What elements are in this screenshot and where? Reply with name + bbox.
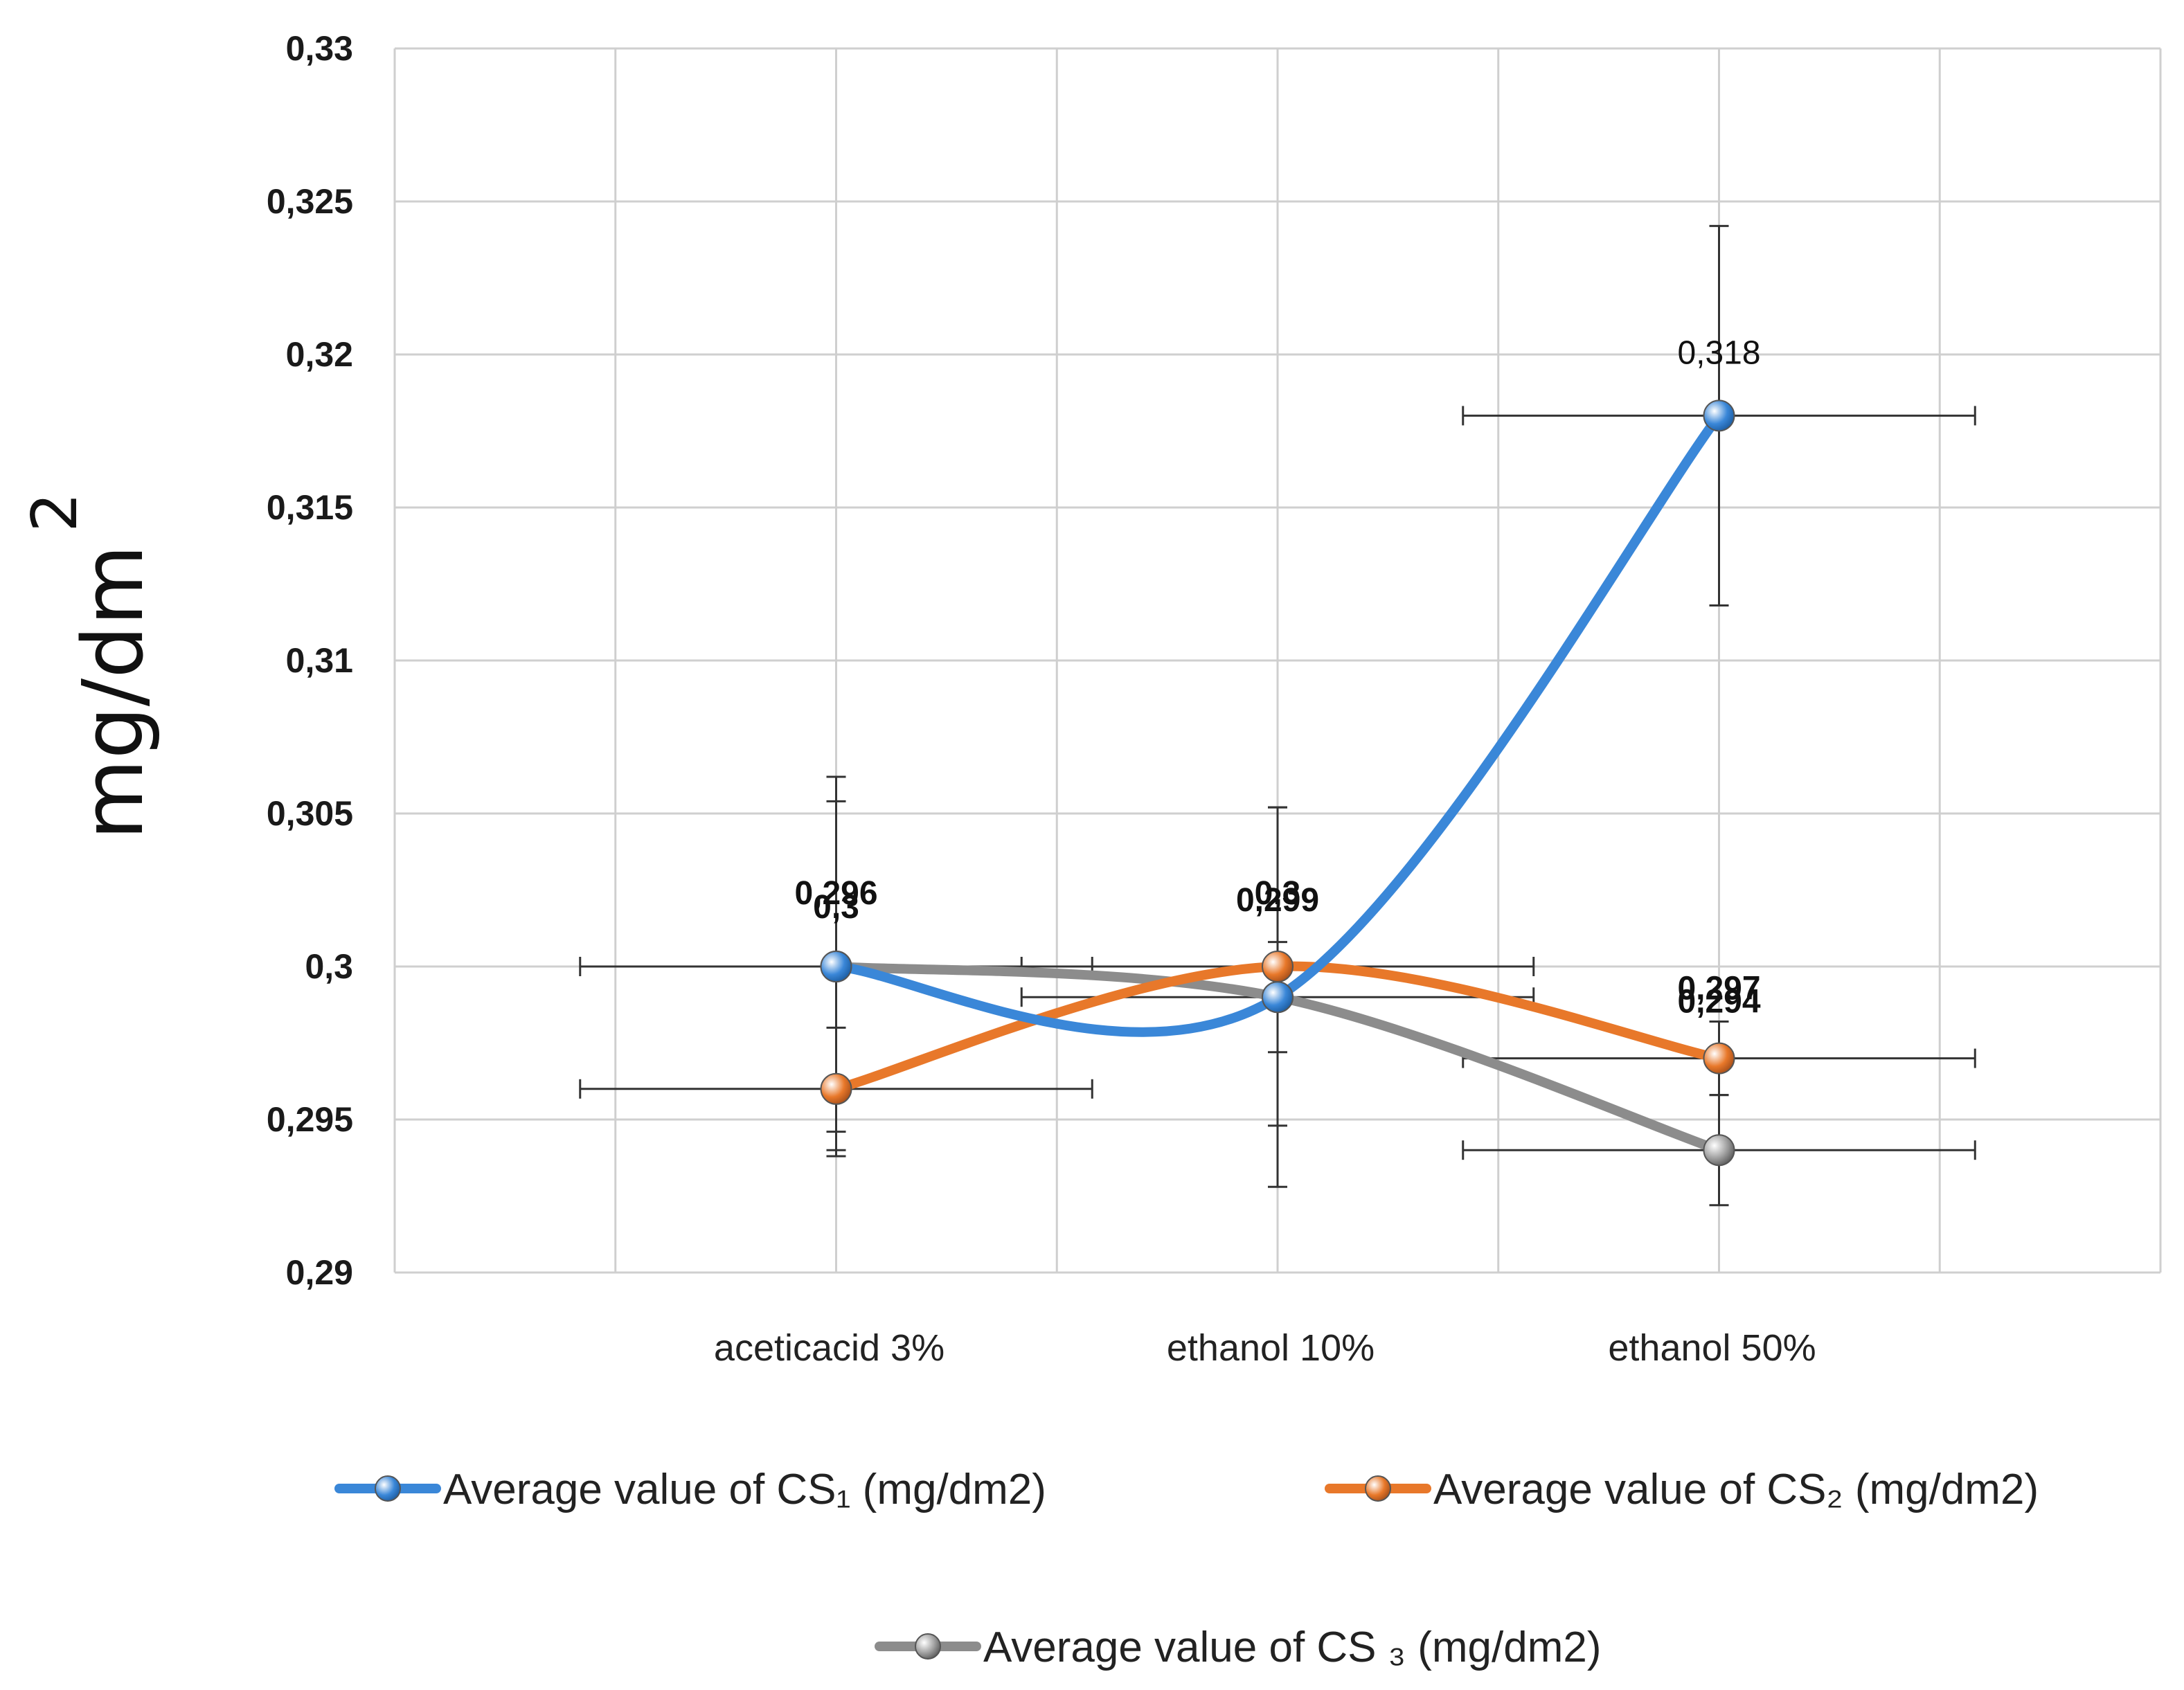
x-tick-label: aceticacid 3% — [714, 1327, 945, 1369]
legend: Average value of CS₁ (mg/dm2) Average val… — [334, 1466, 2039, 1671]
data-label: 0,3 — [1255, 875, 1301, 912]
legend-swatch-marker — [915, 1633, 941, 1660]
data-point-cs1 — [1262, 981, 1294, 1014]
y-tick-label: 0,295 — [267, 1100, 353, 1139]
data-label: 0,294 — [1677, 983, 1760, 1020]
x-tick-label: ethanol 50% — [1608, 1327, 1816, 1369]
data-point-cs2 — [1262, 951, 1294, 982]
y-axis-label-superscript: 2 — [19, 492, 91, 532]
data-point-cs3 — [1703, 1134, 1735, 1167]
data-label: 0,318 — [1677, 334, 1760, 371]
y-tick-label: 0,325 — [267, 182, 353, 221]
data-point-cs1 — [820, 951, 852, 982]
y-tick-label: 0,31 — [286, 641, 353, 680]
y-tick-label: 0,3 — [305, 947, 353, 986]
data-point-cs2 — [820, 1072, 852, 1105]
legend-swatch-marker — [1365, 1475, 1391, 1502]
series-markers — [820, 399, 1735, 1167]
data-point-cs2 — [1703, 1042, 1735, 1075]
y-axis-label: mg/dm — [66, 545, 162, 840]
y-tick-label: 0,33 — [286, 29, 353, 68]
y-tick-label: 0,32 — [286, 335, 353, 374]
data-point-cs1 — [1703, 399, 1735, 432]
x-axis: aceticacid 3% ethanol 10% ethanol 50% — [714, 1327, 1816, 1369]
y-tick-label: 0,29 — [286, 1253, 353, 1292]
legend-item-cs2: Average value of CS₂ (mg/dm2) — [1325, 1466, 2039, 1513]
data-label: 0,296 — [794, 875, 877, 912]
legend-label: Average value of CS₁ (mg/dm2) — [443, 1466, 1046, 1513]
legend-item-cs3: Average value of CS ₃ (mg/dm2) — [875, 1624, 1602, 1671]
data-label: 0,297 — [1677, 971, 1760, 1007]
y-tick-label: 0,305 — [267, 794, 353, 833]
legend-item-cs1: Average value of CS₁ (mg/dm2) — [334, 1466, 1046, 1513]
data-label: 0,299 — [1236, 882, 1319, 919]
y-tick-label: 0,315 — [267, 488, 353, 527]
x-tick-label: ethanol 10% — [1167, 1327, 1375, 1369]
series-line-cs1 — [831, 411, 1724, 1037]
legend-swatch-marker — [375, 1475, 401, 1502]
data-label: 0,3 — [813, 889, 859, 926]
y-axis: 0,29 0,295 0,3 0,305 0,31 0,315 0,32 0,325 0,33 — [267, 29, 353, 1292]
legend-label: Average value of CS ₃ (mg/dm2) — [983, 1624, 1602, 1671]
legend-label: Average value of CS₂ (mg/dm2) — [1433, 1466, 2039, 1513]
